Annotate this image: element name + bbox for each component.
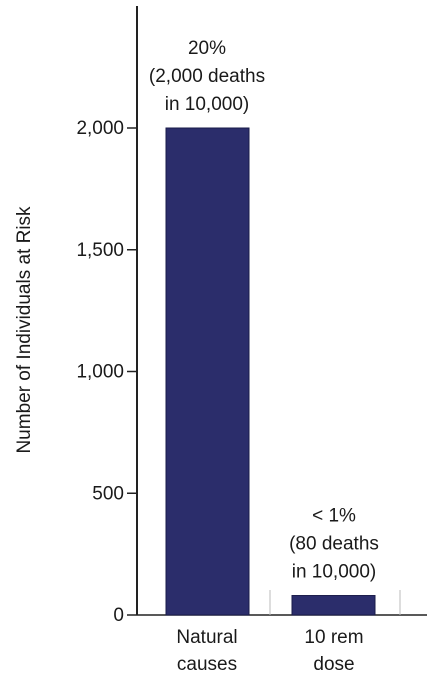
data-label-1: 20%: [188, 38, 226, 59]
y-tick-label: 1,500: [76, 240, 124, 261]
data-label-2: in 10,000): [292, 562, 377, 583]
plot-area: 0 500 1,000 1,500 2,000 20% (2,000 deaths in 10…: [76, 6, 427, 675]
y-axis-label: Number of Individuals at Risk: [14, 206, 35, 454]
y-tick-label: 2,000: [76, 118, 124, 139]
data-label-1: (2,000 deaths: [149, 66, 265, 87]
y-tick-label: 1,000: [76, 362, 124, 383]
data-label-2: < 1%: [312, 506, 356, 527]
bar-1: [165, 127, 250, 616]
category-label-1: Natural: [176, 627, 237, 648]
category-label-2: 10 rem: [304, 627, 363, 648]
category-label-1: causes: [177, 654, 237, 675]
data-label-1: in 10,000): [165, 94, 250, 115]
category-label-2: dose: [313, 654, 354, 675]
y-tick-label: 500: [92, 483, 124, 504]
bar-2: [291, 595, 376, 616]
data-label-2: (80 deaths: [289, 534, 379, 555]
y-tick-label: 0: [113, 605, 124, 626]
